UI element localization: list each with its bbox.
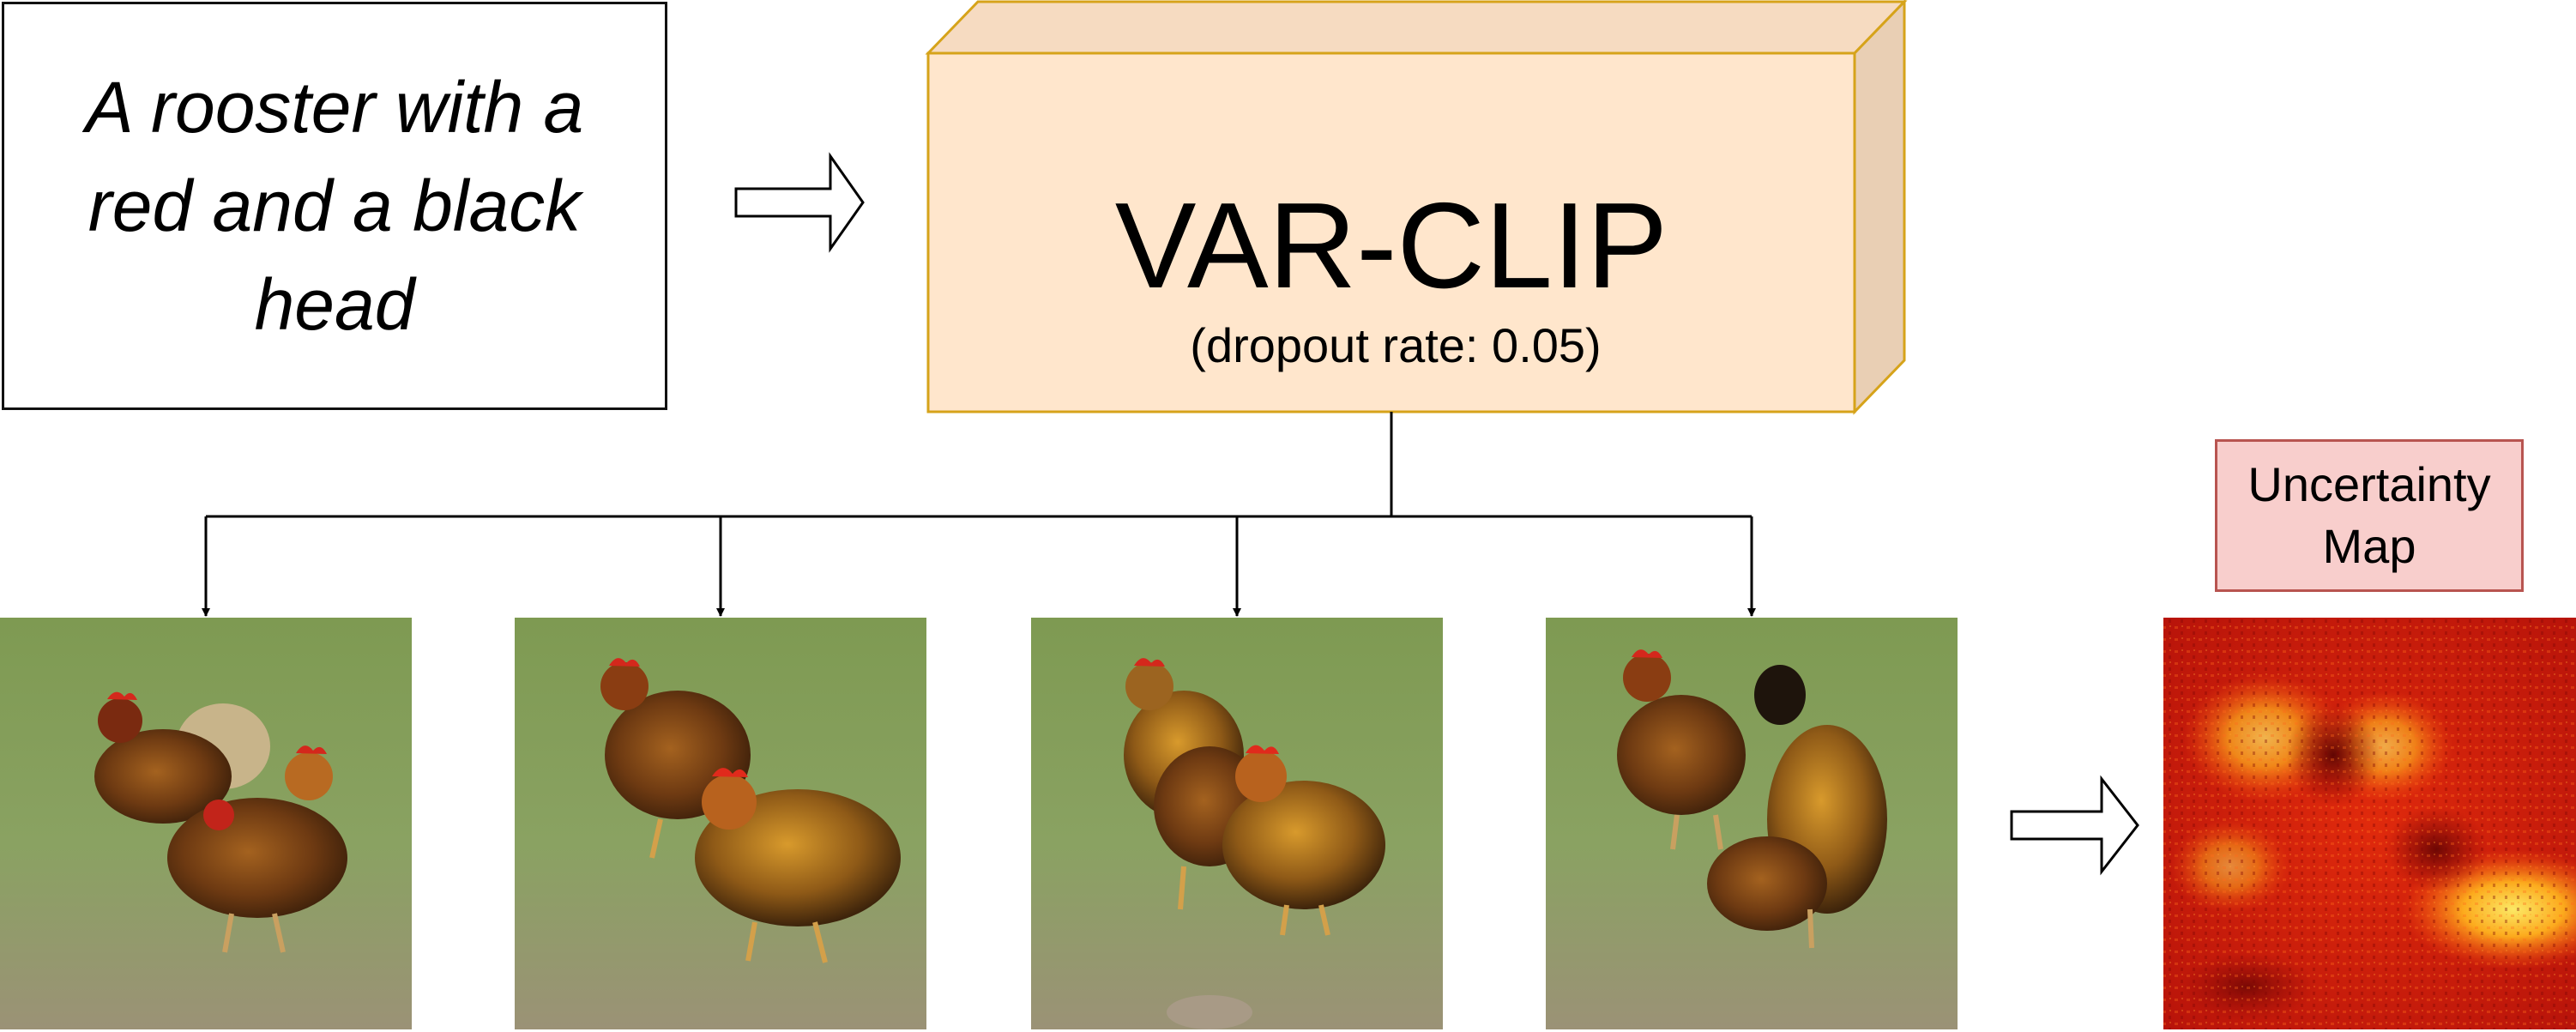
uncertainty-label: Uncertainty Map (2247, 457, 2491, 573)
prompt-to-model-arrow (734, 152, 865, 253)
branch-connectors (202, 412, 1756, 617)
model-dropout-rate: (dropout rate: 0.05) (1190, 318, 1602, 372)
sample-image-3 (1031, 618, 1443, 1029)
sample-image-4 (1546, 618, 1958, 1029)
text-prompt-box: A rooster with a red and a black head (2, 2, 667, 410)
sample-image-2 (515, 618, 926, 1029)
model-block-side (1853, 0, 1906, 415)
uncertainty-label-box: Uncertainty Map (2215, 439, 2524, 592)
model-name: VAR-CLIP (1114, 178, 1668, 314)
model-block-top (925, 0, 1908, 55)
text-prompt: A rooster with a red and a black head (85, 66, 584, 345)
uncertainty-heatmap (2163, 618, 2576, 1029)
sample-image-1 (0, 618, 412, 1029)
samples-to-map-arrow (2010, 775, 2139, 876)
